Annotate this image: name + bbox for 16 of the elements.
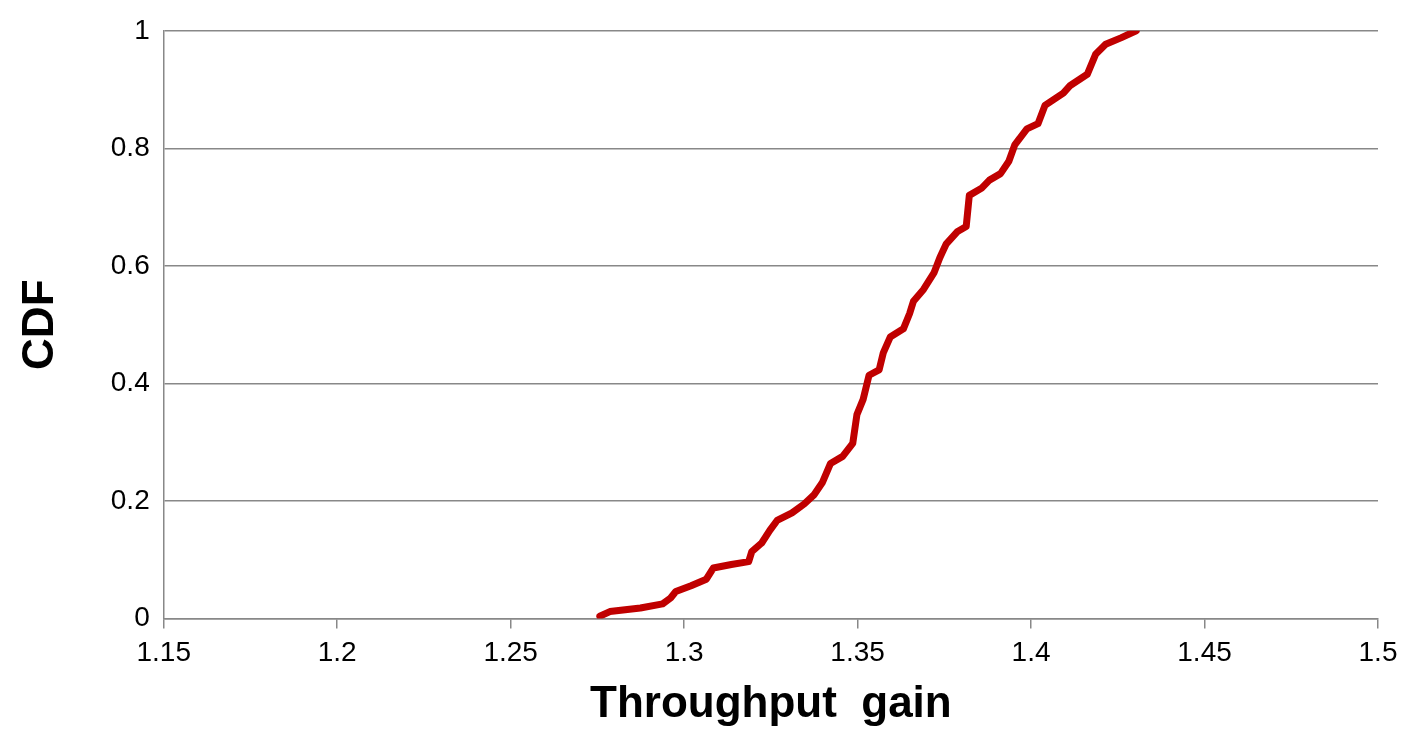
y-tick-label: 0.4	[110, 366, 150, 398]
y-tick-label: 0.2	[110, 483, 150, 515]
y-tick-label: 0.6	[110, 248, 150, 280]
y-tick-label: 0	[134, 601, 150, 633]
x-tick-label: 1.45	[1177, 636, 1232, 668]
x-tick-label: 1.15	[136, 636, 191, 668]
x-tick-label: 1.25	[483, 636, 538, 668]
x-tick-label: 1.3	[664, 636, 704, 668]
y-tick-label: 0.8	[110, 131, 150, 163]
x-tick-label: 1.4	[1011, 636, 1051, 668]
x-tick-label: 1.35	[830, 636, 885, 668]
x-tick-label: 1.5	[1358, 636, 1398, 668]
x-tick-label: 1.2	[317, 636, 357, 668]
y-axis-title: CDF	[12, 279, 62, 370]
y-tick-label: 1	[134, 13, 150, 45]
x-axis-title: Throughput gain	[590, 676, 952, 726]
